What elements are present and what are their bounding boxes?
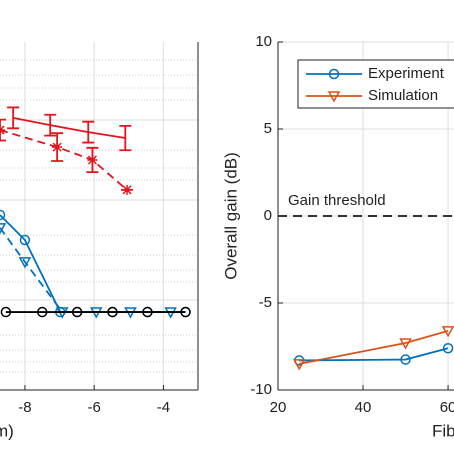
series-line [299, 329, 449, 365]
error-bar [119, 124, 132, 152]
marker [87, 154, 98, 165]
series-line [299, 347, 449, 362]
minor-grid [0, 59, 198, 373]
marker [0, 306, 12, 318]
marker [328, 68, 340, 80]
marker [18, 257, 32, 269]
x-tick-label: 60 [440, 399, 454, 416]
marker [71, 306, 83, 318]
marker [180, 306, 191, 318]
marker [292, 359, 306, 371]
y-tick-label: 0 [264, 207, 272, 224]
marker [19, 234, 31, 246]
marker [107, 306, 118, 318]
x-tick-label: 20 [270, 399, 287, 416]
series-line [0, 129, 128, 191]
legend-box [297, 59, 454, 109]
legend-label: Experiment [368, 65, 445, 82]
x-axis-label: m) [0, 421, 14, 440]
threshold-label: Gain threshold [288, 192, 386, 209]
series-line [0, 214, 186, 313]
y-tick-label: -5 [259, 294, 272, 311]
y-tick-label: 5 [264, 120, 272, 137]
marker [442, 342, 454, 354]
error-bar [0, 118, 6, 142]
marker [0, 125, 5, 136]
x-tick-label: -4 [157, 399, 170, 416]
error-bar [7, 106, 20, 130]
marker [441, 326, 454, 338]
marker [142, 306, 153, 318]
y-tick-label: 10 [255, 33, 272, 50]
error-bar [44, 113, 57, 137]
y-axis-label: Overall gain (dB) [221, 152, 240, 280]
x-tick-label: -6 [87, 399, 100, 416]
marker [52, 142, 63, 153]
marker [327, 91, 341, 103]
marker [36, 306, 48, 318]
error-bar [82, 120, 95, 144]
marker [0, 209, 6, 221]
marker [399, 338, 412, 350]
marker [122, 184, 133, 195]
x-tick-label: 40 [355, 399, 372, 416]
series-line [12, 116, 126, 139]
y-tick-label: -10 [250, 381, 272, 398]
legend-label: Simulation [368, 87, 438, 104]
x-axis-label: Fib [432, 421, 454, 440]
marker [400, 354, 411, 365]
marker [0, 223, 7, 235]
x-tick-label: -8 [18, 399, 31, 416]
